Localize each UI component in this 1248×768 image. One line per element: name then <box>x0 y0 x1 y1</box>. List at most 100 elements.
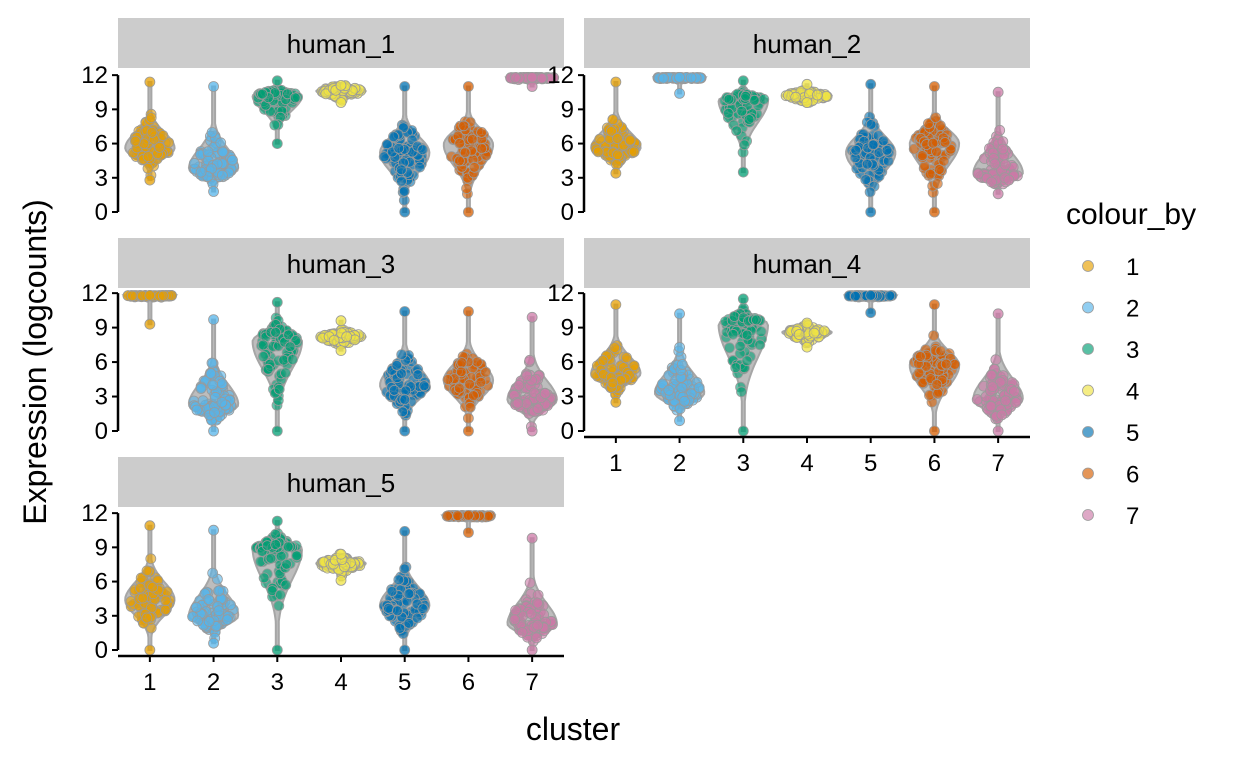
legend-key <box>1082 467 1094 480</box>
legend-item-5: 5 <box>1082 420 1139 447</box>
data-point <box>217 146 229 158</box>
data-point <box>265 553 277 564</box>
x-tick-label: 7 <box>991 450 1004 477</box>
data-point <box>801 317 813 329</box>
data-point <box>685 72 697 84</box>
legend: colour_by 1 2 3 4 5 6 7 <box>1066 198 1196 530</box>
data-point <box>195 166 207 178</box>
data-point <box>526 644 538 656</box>
data-point <box>258 572 270 584</box>
data-point <box>144 289 156 301</box>
data-point <box>729 311 740 322</box>
data-point <box>291 550 303 562</box>
data-point <box>216 169 228 181</box>
data-point <box>393 142 405 154</box>
data-point <box>284 341 296 353</box>
data-point <box>463 527 474 538</box>
data-point <box>992 308 1004 320</box>
data-point <box>398 185 410 197</box>
y-tick-label: 12 <box>81 500 108 527</box>
data-point <box>388 384 400 396</box>
y-tick-label: 6 <box>95 349 108 376</box>
data-point <box>850 144 862 156</box>
data-point <box>999 159 1011 171</box>
data-point <box>391 605 403 617</box>
data-point <box>1003 174 1015 186</box>
data-point <box>526 532 538 544</box>
data-point <box>939 137 951 148</box>
data-point <box>403 617 415 629</box>
data-point <box>463 510 474 521</box>
data-point <box>754 339 766 351</box>
data-point <box>280 367 291 379</box>
data-point <box>740 90 752 102</box>
violin-cluster-5 <box>845 78 897 218</box>
data-point <box>207 567 219 579</box>
data-point <box>271 425 283 437</box>
data-point <box>475 376 487 388</box>
facet-strip-label: human_2 <box>753 29 861 59</box>
data-point <box>532 619 544 631</box>
data-point <box>157 290 169 302</box>
data-point <box>463 206 474 218</box>
data-point <box>930 112 941 123</box>
data-point <box>878 135 889 147</box>
x-tick-label: 1 <box>143 669 156 696</box>
data-point <box>399 526 411 537</box>
data-point <box>607 114 619 126</box>
facet-strip <box>584 238 1030 288</box>
y-tick-label: 9 <box>95 96 108 123</box>
y-tick-label: 6 <box>95 569 108 596</box>
facet-strip-label: human_5 <box>287 468 395 498</box>
data-point <box>442 374 454 385</box>
data-point <box>271 138 283 150</box>
data-point <box>737 293 749 305</box>
data-point <box>203 616 215 627</box>
data-point <box>197 395 209 407</box>
data-point <box>399 306 411 317</box>
data-point <box>134 582 146 594</box>
data-point <box>145 112 157 123</box>
data-point <box>801 78 813 90</box>
legend-title: colour_by <box>1066 198 1196 231</box>
data-point <box>208 637 219 649</box>
data-point <box>818 325 830 337</box>
y-axis: 0 3 6 9 12 <box>81 500 120 664</box>
data-point <box>335 97 347 108</box>
y-axis: 0 3 6 9 12 <box>547 62 586 226</box>
data-point <box>915 351 926 362</box>
y-tick-label: 0 <box>95 637 108 664</box>
data-point <box>624 134 636 146</box>
legend-label: 1 <box>1126 254 1139 281</box>
data-point <box>516 627 528 638</box>
data-point <box>812 89 823 101</box>
data-point <box>736 105 748 117</box>
data-point <box>510 605 521 616</box>
data-point <box>461 183 473 194</box>
data-point <box>597 355 609 367</box>
data-point <box>525 608 537 620</box>
y-tick-label: 3 <box>561 165 574 192</box>
data-point <box>453 155 465 167</box>
data-point <box>679 395 690 407</box>
data-point <box>396 368 407 380</box>
data-point <box>145 553 157 565</box>
data-point <box>225 599 236 611</box>
data-point <box>736 386 747 398</box>
data-point <box>270 539 282 550</box>
x-tick-label: 6 <box>928 450 941 477</box>
x-tick-label: 4 <box>800 450 813 477</box>
data-point <box>462 412 474 424</box>
y-tick-label: 6 <box>561 131 574 158</box>
x-axis-title: cluster <box>526 711 621 747</box>
data-point <box>442 510 453 522</box>
data-point <box>674 415 685 427</box>
data-point <box>737 75 749 87</box>
violin-cluster-2 <box>187 81 240 197</box>
data-point <box>391 359 403 371</box>
data-point <box>160 595 172 606</box>
data-point <box>195 383 207 394</box>
data-point <box>865 307 877 319</box>
data-point <box>612 133 623 144</box>
data-point <box>192 615 203 627</box>
